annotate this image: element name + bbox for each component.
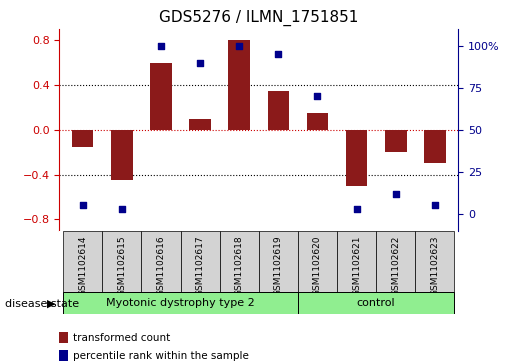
Text: Myotonic dystrophy type 2: Myotonic dystrophy type 2 xyxy=(106,298,255,308)
Text: transformed count: transformed count xyxy=(73,333,170,343)
Text: GSM1102615: GSM1102615 xyxy=(117,236,126,296)
Bar xyxy=(111,130,132,180)
Bar xyxy=(150,62,171,130)
Bar xyxy=(190,119,211,130)
Text: GSM1102622: GSM1102622 xyxy=(391,236,400,296)
Bar xyxy=(59,350,68,361)
Bar xyxy=(268,91,289,130)
Text: GSM1102620: GSM1102620 xyxy=(313,236,322,296)
Text: disease state: disease state xyxy=(5,299,79,309)
Bar xyxy=(142,231,181,292)
Point xyxy=(391,191,400,196)
Bar xyxy=(72,130,93,147)
Bar xyxy=(346,130,367,186)
Bar xyxy=(298,292,454,314)
Text: ▶: ▶ xyxy=(47,299,56,309)
Point xyxy=(157,43,165,49)
Point xyxy=(196,60,204,65)
Bar xyxy=(307,113,328,130)
Point xyxy=(274,51,282,57)
Text: GSM1102623: GSM1102623 xyxy=(431,236,439,296)
Text: control: control xyxy=(357,298,396,308)
Point xyxy=(79,203,87,208)
Text: GSM1102621: GSM1102621 xyxy=(352,236,361,296)
Bar xyxy=(181,231,220,292)
Text: percentile rank within the sample: percentile rank within the sample xyxy=(73,351,249,361)
Text: GSM1102616: GSM1102616 xyxy=(157,236,165,296)
Bar xyxy=(337,231,376,292)
Point xyxy=(352,206,360,212)
Bar xyxy=(220,231,259,292)
Text: GSM1102617: GSM1102617 xyxy=(196,236,204,296)
Bar xyxy=(59,332,68,343)
Bar xyxy=(385,130,406,152)
Bar xyxy=(415,231,454,292)
Bar xyxy=(102,231,142,292)
Bar xyxy=(298,231,337,292)
Text: GSM1102619: GSM1102619 xyxy=(274,236,283,296)
Point xyxy=(235,43,244,49)
Bar xyxy=(424,130,445,163)
Title: GDS5276 / ILMN_1751851: GDS5276 / ILMN_1751851 xyxy=(159,10,358,26)
Bar xyxy=(229,40,250,130)
Text: GSM1102618: GSM1102618 xyxy=(235,236,244,296)
Bar xyxy=(259,231,298,292)
Text: GSM1102614: GSM1102614 xyxy=(78,236,87,296)
Point xyxy=(431,203,439,208)
Point xyxy=(313,93,321,99)
Bar xyxy=(63,231,102,292)
Bar xyxy=(376,231,415,292)
Bar xyxy=(63,292,298,314)
Point xyxy=(118,206,126,212)
